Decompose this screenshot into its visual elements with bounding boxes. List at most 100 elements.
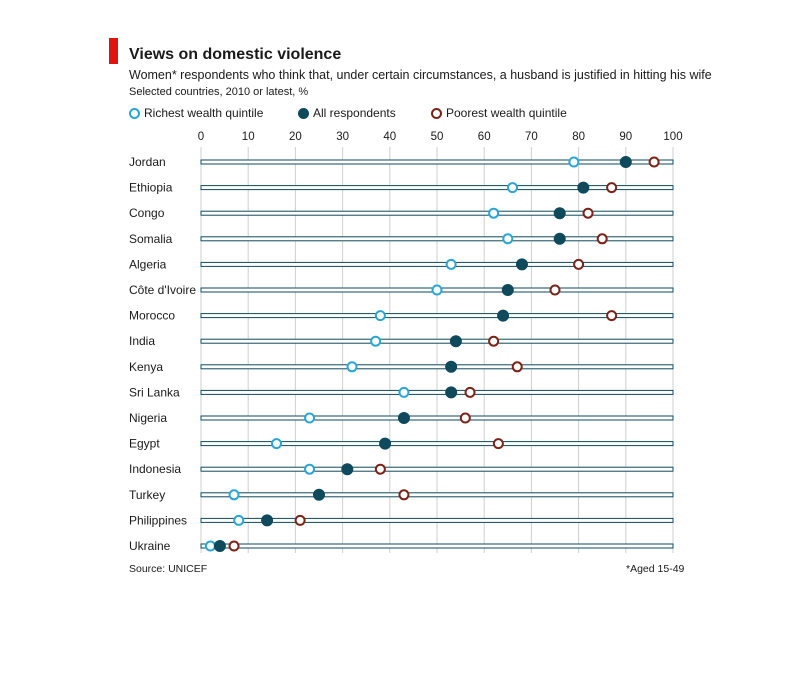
point-richest [502,233,514,245]
point-poorest [549,284,561,296]
row-bar [200,415,674,421]
row-label: Ethiopia [129,181,173,195]
legend-label-richest: Richest wealth quintile [144,106,264,120]
row-label: Indonesia [129,462,181,476]
point-poorest [606,310,618,322]
row-label: Turkey [129,488,165,502]
point-all [501,284,514,296]
x-tick-label: 90 [619,131,632,143]
point-richest [431,284,443,296]
row-bar [200,364,674,370]
point-all [261,514,274,527]
row-bar [200,159,674,165]
row-bar [200,236,674,242]
x-tick-label: 60 [478,131,491,143]
point-richest [445,258,457,270]
point-all [577,181,590,194]
row-label: Côte d'Ivoire [129,283,196,297]
x-tick-label: 20 [289,131,302,143]
point-poorest [464,386,476,398]
x-tick-label: 50 [431,131,444,143]
point-all [445,360,458,373]
point-all [379,437,392,450]
legend-label-all: All respondents [313,106,396,120]
point-all [213,540,226,552]
row-bar [200,441,674,447]
point-all [397,412,410,424]
point-richest [271,438,283,450]
x-tick-label: 10 [242,131,255,143]
row-label: Congo [129,206,165,220]
point-richest [507,182,519,194]
legend-marker-all [298,107,309,119]
point-all [497,309,510,322]
row-label: Nigeria [129,411,167,425]
row-label: Sri Lanka [129,385,180,399]
point-richest [304,463,316,475]
point-richest [370,335,382,347]
point-all [449,335,462,348]
legend-label-poorest: Poorest wealth quintile [446,106,567,120]
point-all [515,258,528,271]
x-tick-label: 70 [525,131,538,143]
point-richest [398,386,410,398]
point-poorest [294,514,306,526]
row-bar [200,543,674,549]
row-label: Algeria [129,257,167,271]
point-poorest [374,463,386,475]
point-poorest [511,361,523,373]
legend-marker-richest [129,107,140,119]
row-bar [200,466,674,472]
point-richest [374,310,386,322]
x-tick-label: 80 [572,131,585,143]
point-richest [346,361,358,373]
point-poorest [596,233,608,245]
point-all [619,156,632,168]
legend-marker-poorest [431,107,442,119]
row-label: Ukraine [129,539,171,553]
point-poorest [398,489,410,501]
point-poorest [606,182,618,194]
x-tick-label: 100 [663,131,682,143]
chart-subtitle: Women* respondents who think that, under… [129,68,712,82]
x-tick-label: 30 [336,131,349,143]
x-tick-label: 40 [383,131,396,143]
point-richest [204,540,216,552]
point-poorest [648,156,660,168]
row-bar [200,210,674,216]
point-all [445,386,458,399]
point-poorest [459,412,471,424]
row-label: Somalia [129,232,173,246]
row-label: Philippines [129,513,187,527]
chart-subtitle-2: Selected countries, 2010 or latest, % [129,86,309,98]
point-all [341,463,354,476]
footnote: *Aged 15-49 [626,563,685,575]
x-tick-label: 0 [198,131,204,143]
legend-item-richest: Richest wealth quintile [129,106,263,120]
chart-title: Views on domestic violence [129,46,342,63]
row-bar [200,389,674,395]
row-bar [200,338,674,344]
row-label: Jordan [129,155,166,169]
point-all [553,232,566,245]
legend-item-poorest: Poorest wealth quintile [431,106,567,120]
point-richest [304,412,316,424]
row-bar [200,185,674,191]
point-richest [568,156,580,168]
point-poorest [228,540,240,552]
row-label: Kenya [129,360,163,374]
point-poorest [582,207,594,219]
accent-bar [109,38,118,64]
source-note: Source: UNICEF [129,563,208,575]
point-poorest [488,335,500,347]
row-bar [200,517,674,523]
point-richest [488,207,500,219]
point-poorest [573,258,585,270]
row-label: Morocco [129,309,175,323]
row-bar [200,313,674,319]
point-richest [233,514,245,526]
row-label: Egypt [129,437,160,451]
row-bar [200,261,674,267]
point-all [313,488,325,501]
